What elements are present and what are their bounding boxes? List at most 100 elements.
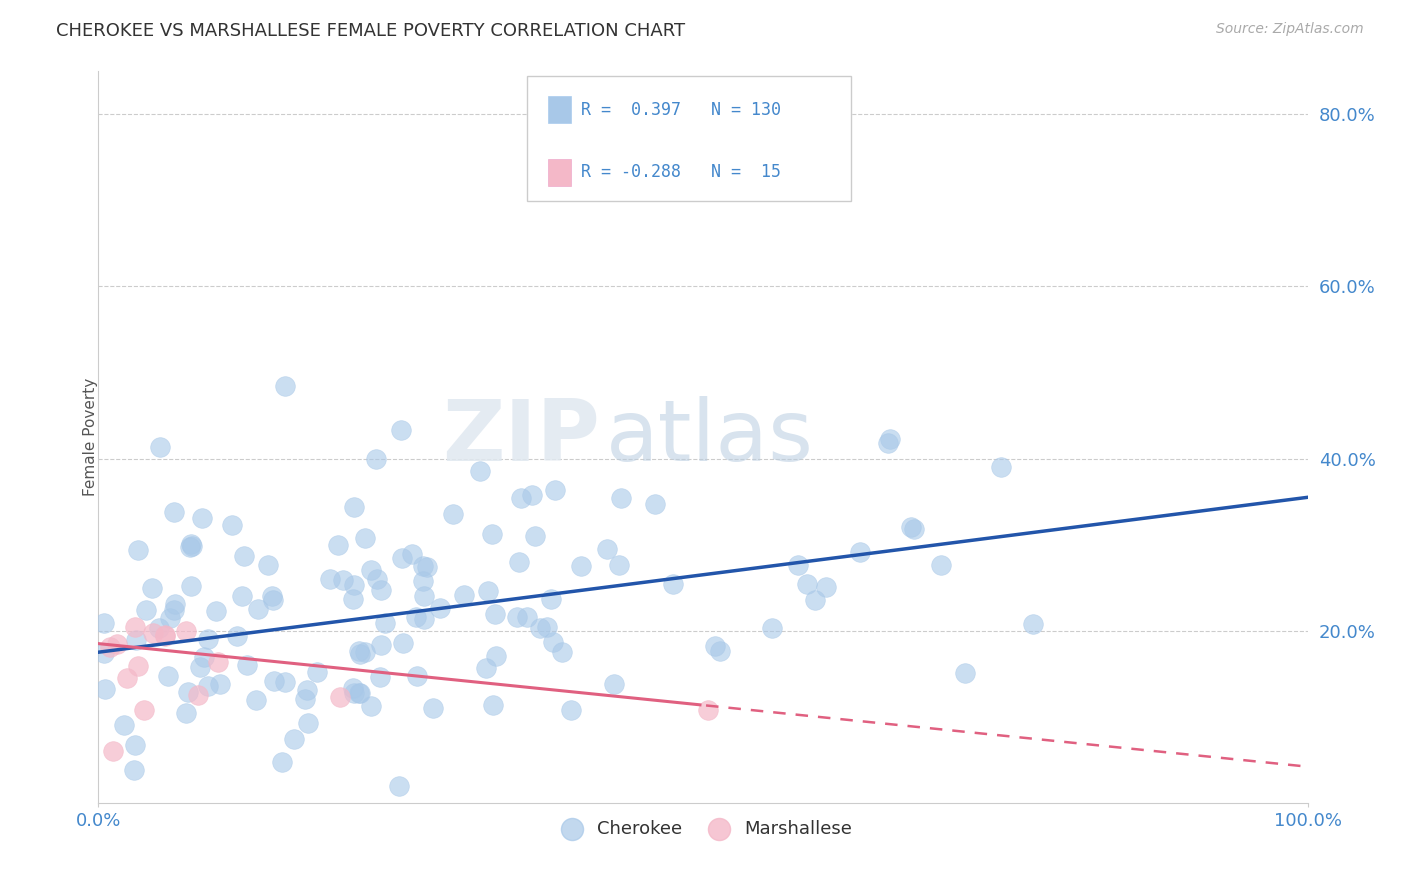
Point [179, 540, 201, 554]
Point [193, 649, 215, 664]
Point [149, 440, 172, 454]
Point [148, 621, 170, 635]
Point [98, 640, 121, 655]
Point [529, 621, 551, 635]
Point [329, 690, 352, 705]
Point [127, 659, 149, 673]
Point [596, 542, 619, 557]
Point [703, 639, 725, 653]
Point [484, 607, 506, 622]
Point [343, 500, 366, 515]
Point [481, 526, 503, 541]
Point [543, 483, 565, 497]
Point [273, 674, 295, 689]
Point [343, 686, 366, 700]
Point [903, 522, 925, 536]
Point [523, 529, 546, 543]
Point [205, 604, 228, 618]
Point [508, 555, 530, 569]
Point [115, 671, 138, 685]
Point [93, 615, 115, 630]
Point [406, 669, 429, 683]
Point [374, 615, 396, 630]
Text: CHEROKEE VS MARSHALLESE FEMALE POVERTY CORRELATION CHART: CHEROKEE VS MARSHALLESE FEMALE POVERTY C… [56, 22, 685, 40]
Point [516, 610, 538, 624]
Point [101, 744, 124, 758]
Point [124, 620, 146, 634]
Point [176, 684, 198, 698]
Point [370, 582, 392, 597]
Point [1022, 617, 1045, 632]
Point [474, 661, 496, 675]
Point [263, 673, 285, 688]
Point [551, 645, 574, 659]
Point [319, 572, 342, 586]
Point [181, 539, 204, 553]
Point [366, 572, 388, 586]
Point [929, 558, 952, 572]
Point [127, 542, 149, 557]
Y-axis label: Female Poverty: Female Poverty [83, 378, 97, 496]
Point [955, 665, 977, 680]
Point [260, 589, 283, 603]
Point [510, 491, 533, 506]
Point [233, 549, 256, 564]
Point [662, 576, 685, 591]
Point [297, 682, 319, 697]
Point [159, 610, 181, 624]
Point [245, 693, 267, 707]
Point [709, 643, 731, 657]
Point [349, 686, 371, 700]
Point [610, 491, 633, 505]
Point [560, 702, 582, 716]
Point [134, 702, 156, 716]
Point [236, 658, 259, 673]
Point [522, 488, 544, 502]
Point [209, 677, 232, 691]
Point [541, 634, 564, 648]
Point [364, 452, 387, 467]
Point [347, 644, 370, 658]
Point [197, 679, 219, 693]
Point [814, 580, 837, 594]
Point [297, 716, 319, 731]
Text: ZIP: ZIP [443, 395, 600, 479]
Point [569, 559, 592, 574]
Point [607, 558, 630, 572]
Point [124, 632, 146, 647]
Point [135, 603, 157, 617]
Point [141, 581, 163, 595]
Point [879, 432, 901, 446]
Point [360, 698, 382, 713]
Point [416, 559, 439, 574]
Point [391, 551, 413, 566]
Point [354, 645, 377, 659]
Point [602, 676, 624, 690]
Point [231, 589, 253, 603]
Point [412, 574, 434, 588]
Point [342, 591, 364, 606]
Point [412, 558, 434, 573]
Point [804, 593, 827, 607]
Point [163, 506, 186, 520]
Point [163, 603, 186, 617]
Point [124, 763, 146, 777]
Point [226, 629, 249, 643]
Point [153, 628, 176, 642]
Point [105, 637, 128, 651]
Point [294, 692, 316, 706]
Point [405, 610, 427, 624]
Point [187, 689, 209, 703]
Point [180, 579, 202, 593]
Point [536, 620, 558, 634]
Point [124, 738, 146, 752]
Point [153, 629, 176, 643]
Point [349, 648, 371, 662]
Point [477, 583, 499, 598]
Point [796, 576, 818, 591]
Point [413, 589, 436, 603]
Point [93, 682, 115, 697]
Point [453, 588, 475, 602]
Point [283, 732, 305, 747]
Legend: Cherokee, Marshallese: Cherokee, Marshallese [547, 813, 859, 845]
